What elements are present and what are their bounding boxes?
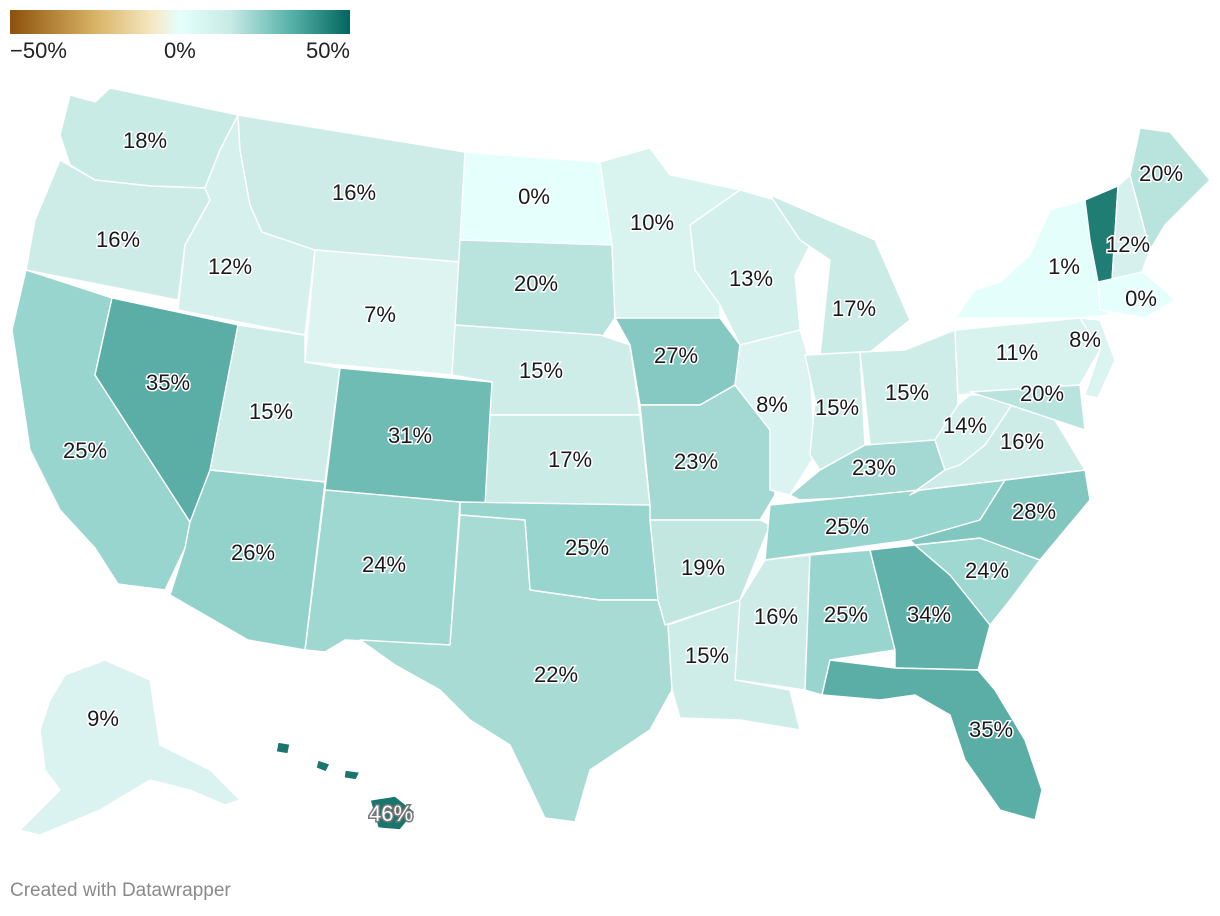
label-wv: 14% [943,413,987,438]
state-wi[interactable] [689,189,811,346]
label-la: 15% [685,643,729,668]
label-nc: 28% [1012,499,1056,524]
state-value-labels: 18% 16% 25% 35% 12% 16% 7% 15% 26% 31% 2… [61,126,1184,827]
label-ga: 34% [907,602,951,627]
label-va: 16% [1000,429,1044,454]
label-id: 12% [208,254,252,279]
color-legend: −50% 0% 50% [10,10,350,63]
state-nh[interactable] [1111,174,1151,281]
state-hi[interactable] [275,741,416,831]
label-az: 26% [231,540,275,565]
label-wi: 13% [729,266,773,291]
label-ky: 23% [852,455,896,480]
label-nh: 12% [1106,232,1150,257]
label-mt: 16% [332,180,376,205]
state-md[interactable] [969,384,1086,431]
legend-min-label: −50% [10,38,67,63]
label-hi: 46% [369,801,413,826]
legend-mid-label: 0% [164,38,196,63]
state-sd[interactable] [454,239,616,341]
label-in: 15% [815,395,859,420]
label-tn: 25% [825,514,869,539]
label-nv: 35% [146,370,190,395]
state-fl[interactable] [821,659,1043,821]
label-nd: 0% [518,184,550,209]
legend-labels: −50% 0% 50% [10,34,350,63]
label-ut: 15% [249,399,293,424]
label-ne: 15% [519,358,563,383]
label-ms: 16% [754,604,798,629]
label-ca: 25% [63,438,107,463]
label-mi: 17% [832,296,876,321]
label-md: 20% [1020,381,1064,406]
label-mn: 10% [630,210,674,235]
label-or: 16% [96,227,140,252]
label-ia: 27% [654,343,698,368]
label-mo: 23% [674,449,718,474]
label-ma: 0% [1125,286,1157,311]
label-nm: 24% [362,552,406,577]
state-me[interactable] [1129,127,1211,251]
label-ok: 25% [565,535,609,560]
label-ny: 1% [1048,254,1080,279]
label-pa: 11% [996,340,1038,365]
state-il[interactable] [734,329,816,496]
label-sd: 20% [514,271,558,296]
label-ks: 17% [548,447,592,472]
label-tx: 22% [534,662,578,687]
state-az[interactable] [169,469,326,651]
label-il: 8% [756,392,788,417]
label-ar: 19% [681,555,725,580]
label-me: 20% [1139,161,1183,186]
state-nc[interactable] [909,469,1091,561]
state-mo[interactable] [639,384,776,521]
datawrapper-credit[interactable]: Created with Datawrapper [10,880,231,901]
state-shapes [11,87,1211,836]
label-wy: 7% [364,302,396,327]
state-tx[interactable] [359,514,673,823]
state-ma[interactable] [1097,271,1176,319]
label-co: 31% [388,423,432,448]
legend-max-label: 50% [305,38,350,63]
label-oh: 15% [885,380,929,405]
label-al: 25% [824,602,868,627]
state-pa[interactable] [954,317,1101,396]
label-nj: 8% [1069,327,1101,352]
state-ak[interactable] [19,659,241,836]
label-ak: 9% [87,706,119,731]
label-wa: 18% [123,128,167,153]
state-ms[interactable] [734,554,811,691]
label-sc: 24% [965,558,1009,583]
state-nj[interactable] [1079,317,1116,399]
label-fl: 35% [969,717,1013,742]
legend-gradient-bar [10,10,350,34]
